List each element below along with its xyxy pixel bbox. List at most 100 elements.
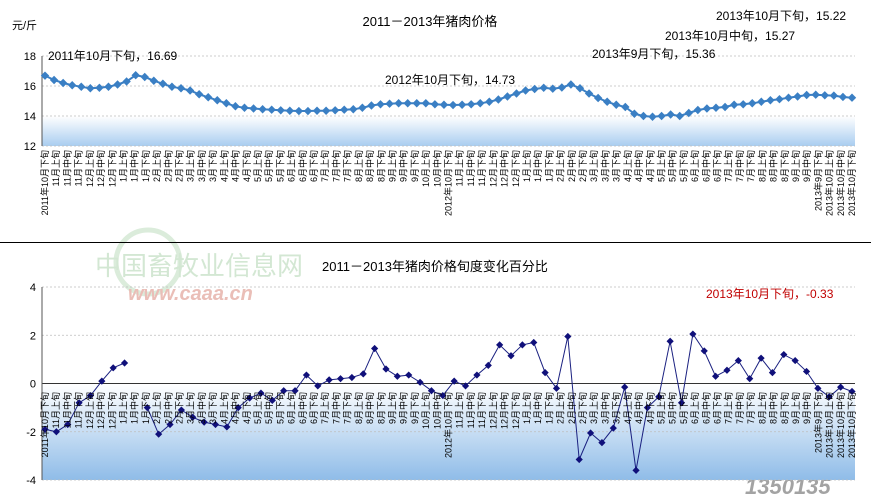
bottom-ytick-label: 2 [30, 330, 36, 342]
top-xtick-label: 1月下旬 [140, 150, 151, 182]
bottom-data-point [541, 369, 549, 377]
top-xtick-label: 8月下旬 [779, 150, 790, 182]
top-data-point [113, 80, 122, 89]
top-data-point [68, 81, 77, 90]
top-xtick-label: 12月中旬 [499, 150, 510, 187]
top-data-point [213, 96, 222, 105]
top-data-point [476, 99, 485, 108]
top-data-point [530, 84, 539, 94]
top-xtick-label: 4月中旬 [633, 150, 644, 182]
top-xtick-label: 2月下旬 [174, 150, 185, 182]
top-data-point [140, 72, 149, 82]
top-xtick-label: 10月中旬 [431, 150, 442, 187]
bottom-xtick-label: 5月下旬 [274, 392, 285, 424]
top-data-point [575, 84, 585, 93]
top-data-point [367, 101, 376, 110]
bottom-xtick-label: 4月上旬 [622, 392, 633, 424]
bottom-xtick-label: 8月上旬 [353, 392, 364, 424]
top-annotation-2013-10-late: 2013年10月下旬，15.22 [716, 9, 846, 23]
top-xtick-label: 6月中旬 [297, 150, 308, 182]
top-data-point [766, 96, 775, 105]
bottom-data-point [530, 338, 538, 347]
top-data-point [294, 106, 304, 116]
bottom-data-point [371, 344, 379, 353]
top-data-point [176, 84, 186, 93]
top-data-point [312, 106, 322, 115]
bottom-xtick-label: 3月中旬 [196, 392, 207, 424]
bottom-xtick-label: 3月中旬 [599, 392, 610, 424]
top-data-point [720, 102, 730, 112]
bottom-xtick-label: 2013年10月下旬 [846, 392, 857, 458]
top-xtick-label: 7月中旬 [734, 150, 745, 182]
top-data-point [231, 102, 240, 111]
bottom-xtick-label: 2013年9月下旬 [812, 392, 823, 453]
bottom-xtick-label: 2011年10月下旬 [39, 392, 50, 457]
top-xtick-label: 1月下旬 [543, 150, 554, 182]
bottom-data-point [223, 423, 231, 431]
top-ytick-label: 16 [24, 81, 36, 93]
top-xtick-label: 11月下旬 [73, 150, 84, 186]
top-data-point [86, 84, 95, 93]
top-data-point [802, 90, 811, 100]
top-data-point [49, 75, 59, 85]
top-data-point [811, 90, 820, 99]
bottom-data-point [780, 350, 788, 359]
top-plot-band [42, 116, 855, 146]
bottom-data-point [552, 384, 561, 392]
bottom-data-point [677, 399, 686, 407]
bottom-xtick-label: 6月上旬 [286, 392, 297, 424]
top-xtick-label: 2013年10月下旬 [846, 150, 857, 216]
bottom-xtick-label: 6月中旬 [700, 392, 711, 424]
top-data-point [466, 100, 476, 109]
bottom-data-point [41, 425, 49, 433]
top-xtick-label: 1月上旬 [117, 150, 128, 182]
top-xtick-label: 2月上旬 [151, 150, 162, 182]
bottom-xtick-label: 4月中旬 [633, 392, 644, 424]
top-data-point [648, 112, 657, 121]
top-data-point [557, 83, 567, 92]
top-data-point [421, 99, 431, 108]
bottom-xtick-label: 2月上旬 [151, 392, 162, 424]
bottom-xtick-label: 4月下旬 [644, 392, 655, 424]
top-data-point [149, 76, 159, 85]
top-data-point [693, 105, 703, 115]
bottom-ytick-label: 0 [30, 379, 36, 391]
bottom-xtick-label: 5月中旬 [667, 392, 678, 424]
top-data-point [385, 99, 394, 108]
top-xtick-label: 2月下旬 [577, 150, 588, 182]
bottom-xtick-label: 11月下旬 [73, 392, 84, 428]
top-xtick-label: 6月下旬 [712, 150, 723, 182]
top-xtick-label: 6月下旬 [308, 150, 319, 182]
bottom-data-point [143, 404, 151, 412]
bottom-data-point [768, 369, 777, 377]
bottom-data-point [837, 383, 845, 391]
bottom-xtick-label: 7月下旬 [342, 392, 353, 424]
bottom-data-point [427, 387, 436, 395]
bottom-xtick-label: 2月上旬 [555, 392, 566, 424]
top-xtick-label: 9月中旬 [801, 150, 812, 182]
top-xtick-label: 4月中旬 [230, 150, 241, 182]
top-data-point [748, 99, 757, 108]
top-ytick-label: 12 [24, 141, 36, 153]
top-data-point [258, 105, 267, 114]
bottom-xtick-label: 7月上旬 [319, 392, 330, 424]
top-data-point [349, 105, 358, 114]
bottom-xtick-label: 12月中旬 [499, 392, 510, 429]
bottom-data-point [177, 406, 185, 414]
top-chart-title: 2011－2013年猪肉价格 [363, 14, 498, 29]
bottom-xtick-label: 9月上旬 [386, 392, 397, 424]
top-data-point [412, 99, 421, 108]
top-data-point [131, 71, 140, 80]
bottom-data-point [98, 377, 106, 385]
bottom-data-point [211, 420, 220, 429]
top-xtick-label: 11月中旬 [61, 150, 72, 186]
top-data-point [340, 105, 349, 114]
bottom-data-point [393, 372, 401, 380]
bottom-xtick-label: 11月上旬 [50, 392, 61, 428]
top-xtick-label: 1月中旬 [532, 150, 543, 182]
bottom-data-point [302, 371, 311, 379]
bottom-xtick-label: 12月中旬 [95, 392, 106, 429]
top-data-point [584, 89, 594, 98]
bottom-xtick-label: 7月中旬 [330, 392, 341, 424]
bottom-xtick-label: 3月下旬 [207, 392, 218, 424]
